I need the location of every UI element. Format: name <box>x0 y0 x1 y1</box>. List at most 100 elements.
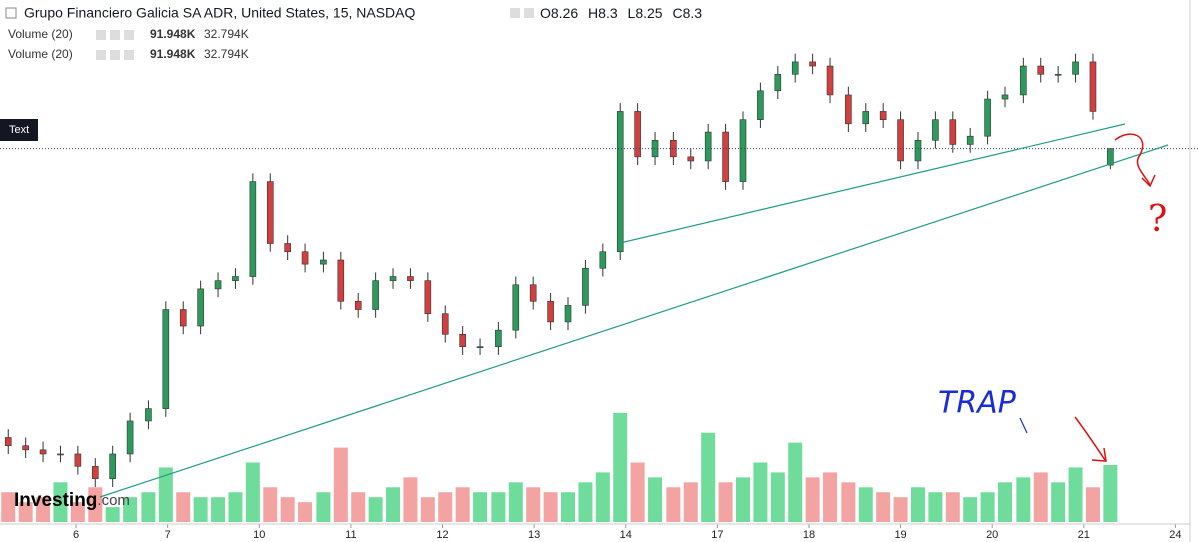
volume-bar <box>823 472 838 522</box>
icon[interactable] <box>124 50 134 60</box>
volume-bar <box>473 492 488 522</box>
x-tick-label: 13 <box>528 529 540 541</box>
volume-bar <box>788 442 803 522</box>
x-tick-label: 12 <box>436 529 448 541</box>
volume-bar <box>526 487 541 522</box>
indicator-value: 91.948K <box>150 27 196 41</box>
candle-body <box>91 466 99 480</box>
volume-bar <box>613 412 628 522</box>
x-tick-label: 7 <box>165 529 171 541</box>
candle-body <box>826 65 834 96</box>
icon[interactable] <box>124 30 134 40</box>
candle-body <box>599 251 607 269</box>
candle-body <box>126 420 134 455</box>
volume-bar <box>141 492 156 522</box>
icon[interactable] <box>96 50 106 60</box>
volume-bar <box>998 482 1013 522</box>
x-tick-label: 21 <box>1078 529 1090 541</box>
ohlc-value: 8.26 <box>551 5 578 21</box>
annotation: TRAP <box>938 386 1017 421</box>
x-tick-label: 24 <box>1169 529 1181 541</box>
candle-body <box>320 259 327 265</box>
candle-body <box>179 309 187 327</box>
collapse-icon[interactable] <box>5 7 17 19</box>
chart-title: Grupo Financiero Galicia SA ADR, United … <box>24 5 416 21</box>
volume-bar <box>945 492 960 522</box>
volume-bar <box>420 497 435 522</box>
icon[interactable] <box>510 8 520 18</box>
candle-body <box>495 329 502 347</box>
candle-body <box>791 61 799 75</box>
x-tick-label: 17 <box>711 529 723 541</box>
volume-bar <box>158 467 173 522</box>
x-tick-label: 10 <box>253 529 265 541</box>
icon[interactable] <box>96 30 106 40</box>
indicator-ma: 32.794K <box>204 27 249 41</box>
volume-bar <box>316 492 331 522</box>
icon[interactable] <box>110 30 120 40</box>
candle-body <box>634 111 641 158</box>
candle-body <box>774 73 782 92</box>
volume-bar <box>893 497 908 522</box>
volume-bar <box>666 487 681 522</box>
candle-body <box>197 288 204 327</box>
candle-body <box>249 181 257 277</box>
candle-body <box>214 280 222 290</box>
volume-bar <box>53 482 68 522</box>
volume-bar <box>36 497 51 522</box>
candle-body <box>809 61 816 67</box>
candle-body <box>897 119 904 162</box>
candle-body <box>547 300 554 323</box>
candle-body <box>424 280 432 314</box>
candle-body <box>984 98 991 137</box>
trendline <box>99 144 1169 498</box>
volume-bar <box>193 497 208 522</box>
volume-bar <box>701 432 716 522</box>
volume-bar <box>1 492 16 522</box>
volume-bar <box>351 492 366 522</box>
ohlc-value: 8.25 <box>635 5 662 21</box>
candle-body <box>966 135 974 145</box>
candle-body <box>1054 73 1062 76</box>
candle-body <box>354 300 362 310</box>
candle-body <box>459 333 466 347</box>
logo-main: Investing <box>14 490 97 511</box>
icon[interactable] <box>524 8 534 18</box>
ohlc: O8.26 H8.3 L8.25 C8.3 <box>540 5 702 21</box>
icon[interactable] <box>110 50 120 60</box>
volume-bar <box>508 482 523 522</box>
volume-bar <box>176 492 191 522</box>
volume-bar <box>70 502 85 522</box>
volume-bar <box>561 492 576 522</box>
ohlc-value: 8.3 <box>683 5 703 21</box>
candle-body <box>441 313 449 335</box>
candle-body <box>39 449 47 455</box>
volume-bar <box>455 487 470 522</box>
candle-body <box>845 94 852 125</box>
candle-body <box>932 119 939 141</box>
candle-body <box>109 453 116 480</box>
x-tick-label: 19 <box>894 529 906 541</box>
candle-body <box>301 251 309 265</box>
volume-bar <box>368 497 383 522</box>
candle-body <box>1107 148 1114 166</box>
x-tick-label: 18 <box>803 529 815 541</box>
volume-bar <box>963 497 978 522</box>
candle-body <box>670 140 677 158</box>
indicator-ma: 32.794K <box>204 47 249 61</box>
ohlc-value: 8.3 <box>598 5 618 21</box>
plot: 6 7 10 11 12 13 14 17 18 19 20 21 24 <box>0 53 1198 541</box>
volume-bar <box>735 477 750 522</box>
candle-body <box>862 111 870 125</box>
x-tick-label: 20 <box>986 529 998 541</box>
volume-bar <box>228 492 243 522</box>
volume-bar <box>1016 477 1031 522</box>
volume-bar <box>263 487 278 522</box>
logo-suffix: .com <box>97 492 130 509</box>
logo: Investing.com <box>14 490 130 511</box>
volume-bar <box>333 447 348 522</box>
candle-body <box>162 309 170 409</box>
volume-bar <box>648 477 663 522</box>
candle-body <box>22 445 29 451</box>
